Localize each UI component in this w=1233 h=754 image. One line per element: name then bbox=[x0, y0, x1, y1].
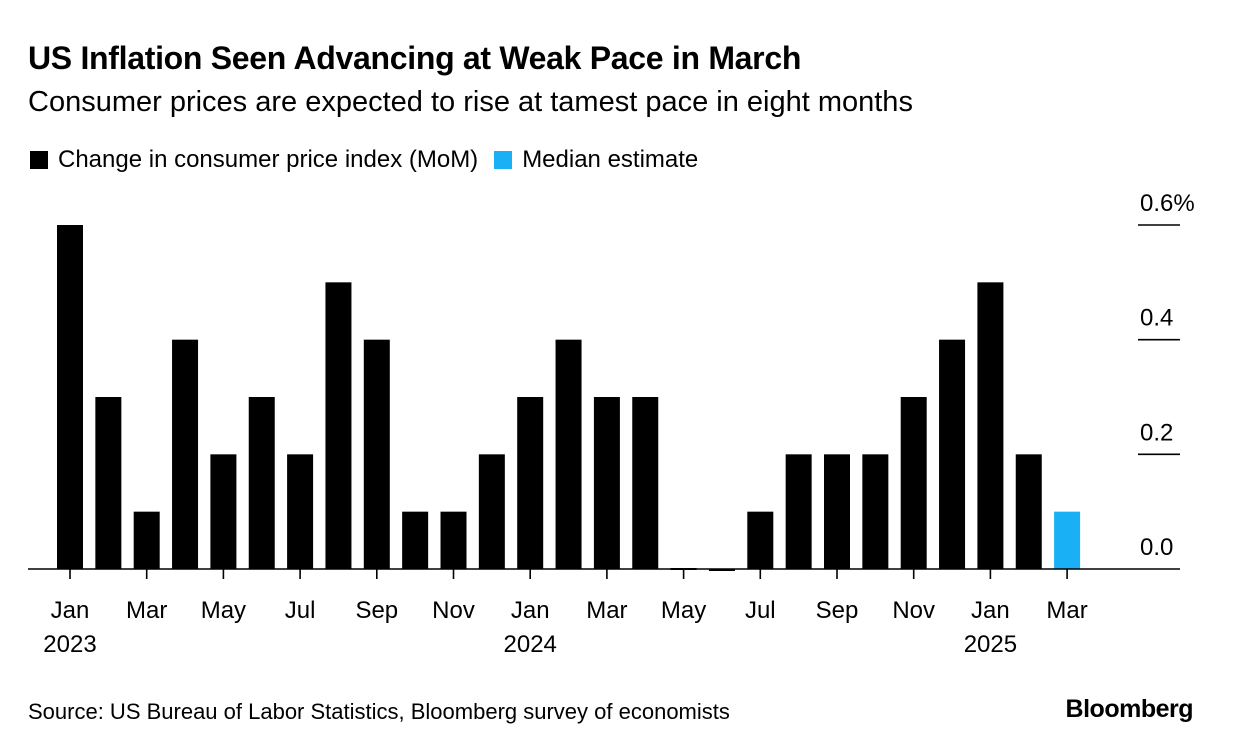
bar-actual bbox=[632, 397, 659, 569]
y-tick-label: 0.4 bbox=[1140, 305, 1173, 332]
x-tick-label: May bbox=[201, 597, 246, 624]
bar-actual bbox=[824, 454, 850, 569]
bar-actual bbox=[95, 397, 122, 569]
bar-actual bbox=[248, 397, 275, 569]
x-tick-label: Nov bbox=[432, 597, 475, 624]
bar-actual bbox=[747, 511, 774, 569]
bar-actual bbox=[939, 339, 966, 569]
y-tick-label: 0.0 bbox=[1140, 534, 1173, 561]
legend: Change in consumer price index (MoM) Med… bbox=[30, 146, 714, 174]
legend-item-actual: Change in consumer price index (MoM) bbox=[30, 146, 478, 174]
x-tick-label: Mar bbox=[1046, 597, 1087, 624]
bar-actual bbox=[133, 511, 160, 569]
y-tick-label: 0.2 bbox=[1140, 419, 1173, 446]
x-tick-label: Sep bbox=[355, 597, 398, 624]
brand-logo: Bloomberg bbox=[1065, 695, 1194, 723]
x-tick-year-label: 2025 bbox=[964, 631, 1017, 658]
x-tick-label: Jan bbox=[511, 597, 550, 624]
x-tick-label: Nov bbox=[892, 597, 935, 624]
bar-actual bbox=[440, 511, 467, 569]
chart-subtitle: Consumer prices are expected to rise at … bbox=[28, 86, 913, 118]
bar-actual bbox=[708, 569, 735, 571]
bar-actual bbox=[593, 397, 620, 569]
bar-actual bbox=[325, 282, 352, 569]
chart-title: US Inflation Seen Advancing at Weak Pace… bbox=[28, 40, 802, 76]
bar-actual bbox=[977, 282, 1004, 569]
legend-label-actual: Change in consumer price index (MoM) bbox=[58, 146, 479, 173]
x-tick-label: Sep bbox=[816, 597, 859, 624]
x-tick-label: May bbox=[661, 597, 706, 624]
legend-item-estimate: Median estimate bbox=[494, 146, 698, 174]
x-tick-label: Jul bbox=[745, 597, 776, 624]
x-tick-label: Jan bbox=[971, 597, 1010, 624]
bar-actual bbox=[172, 339, 199, 569]
legend-label-estimate: Median estimate bbox=[522, 146, 699, 173]
bar-actual bbox=[862, 454, 889, 569]
bar-actual bbox=[785, 454, 812, 569]
legend-swatch-estimate bbox=[494, 151, 513, 169]
bar-actual bbox=[287, 454, 314, 569]
x-tick-label: Jul bbox=[285, 597, 316, 624]
bar-actual bbox=[1015, 454, 1042, 569]
bar-actual bbox=[402, 511, 429, 569]
bar-actual bbox=[900, 397, 927, 569]
bar-estimate bbox=[1054, 511, 1081, 569]
bar-actual bbox=[555, 339, 582, 569]
bar-actual bbox=[478, 454, 505, 569]
source-note: Source: US Bureau of Labor Statistics, B… bbox=[28, 699, 730, 724]
x-tick-label: Mar bbox=[126, 597, 167, 624]
x-tick-label: Mar bbox=[586, 597, 627, 624]
bar-actual bbox=[363, 339, 390, 569]
bar-actual bbox=[57, 225, 83, 569]
bar-actual bbox=[517, 397, 544, 569]
x-tick-label: Jan bbox=[51, 597, 90, 624]
x-tick-year-label: 2023 bbox=[43, 631, 96, 658]
x-tick-year-label: 2024 bbox=[504, 631, 557, 658]
y-tick-label: 0.6% bbox=[1140, 190, 1195, 217]
bar-actual bbox=[210, 454, 237, 569]
legend-swatch-actual bbox=[30, 151, 48, 169]
